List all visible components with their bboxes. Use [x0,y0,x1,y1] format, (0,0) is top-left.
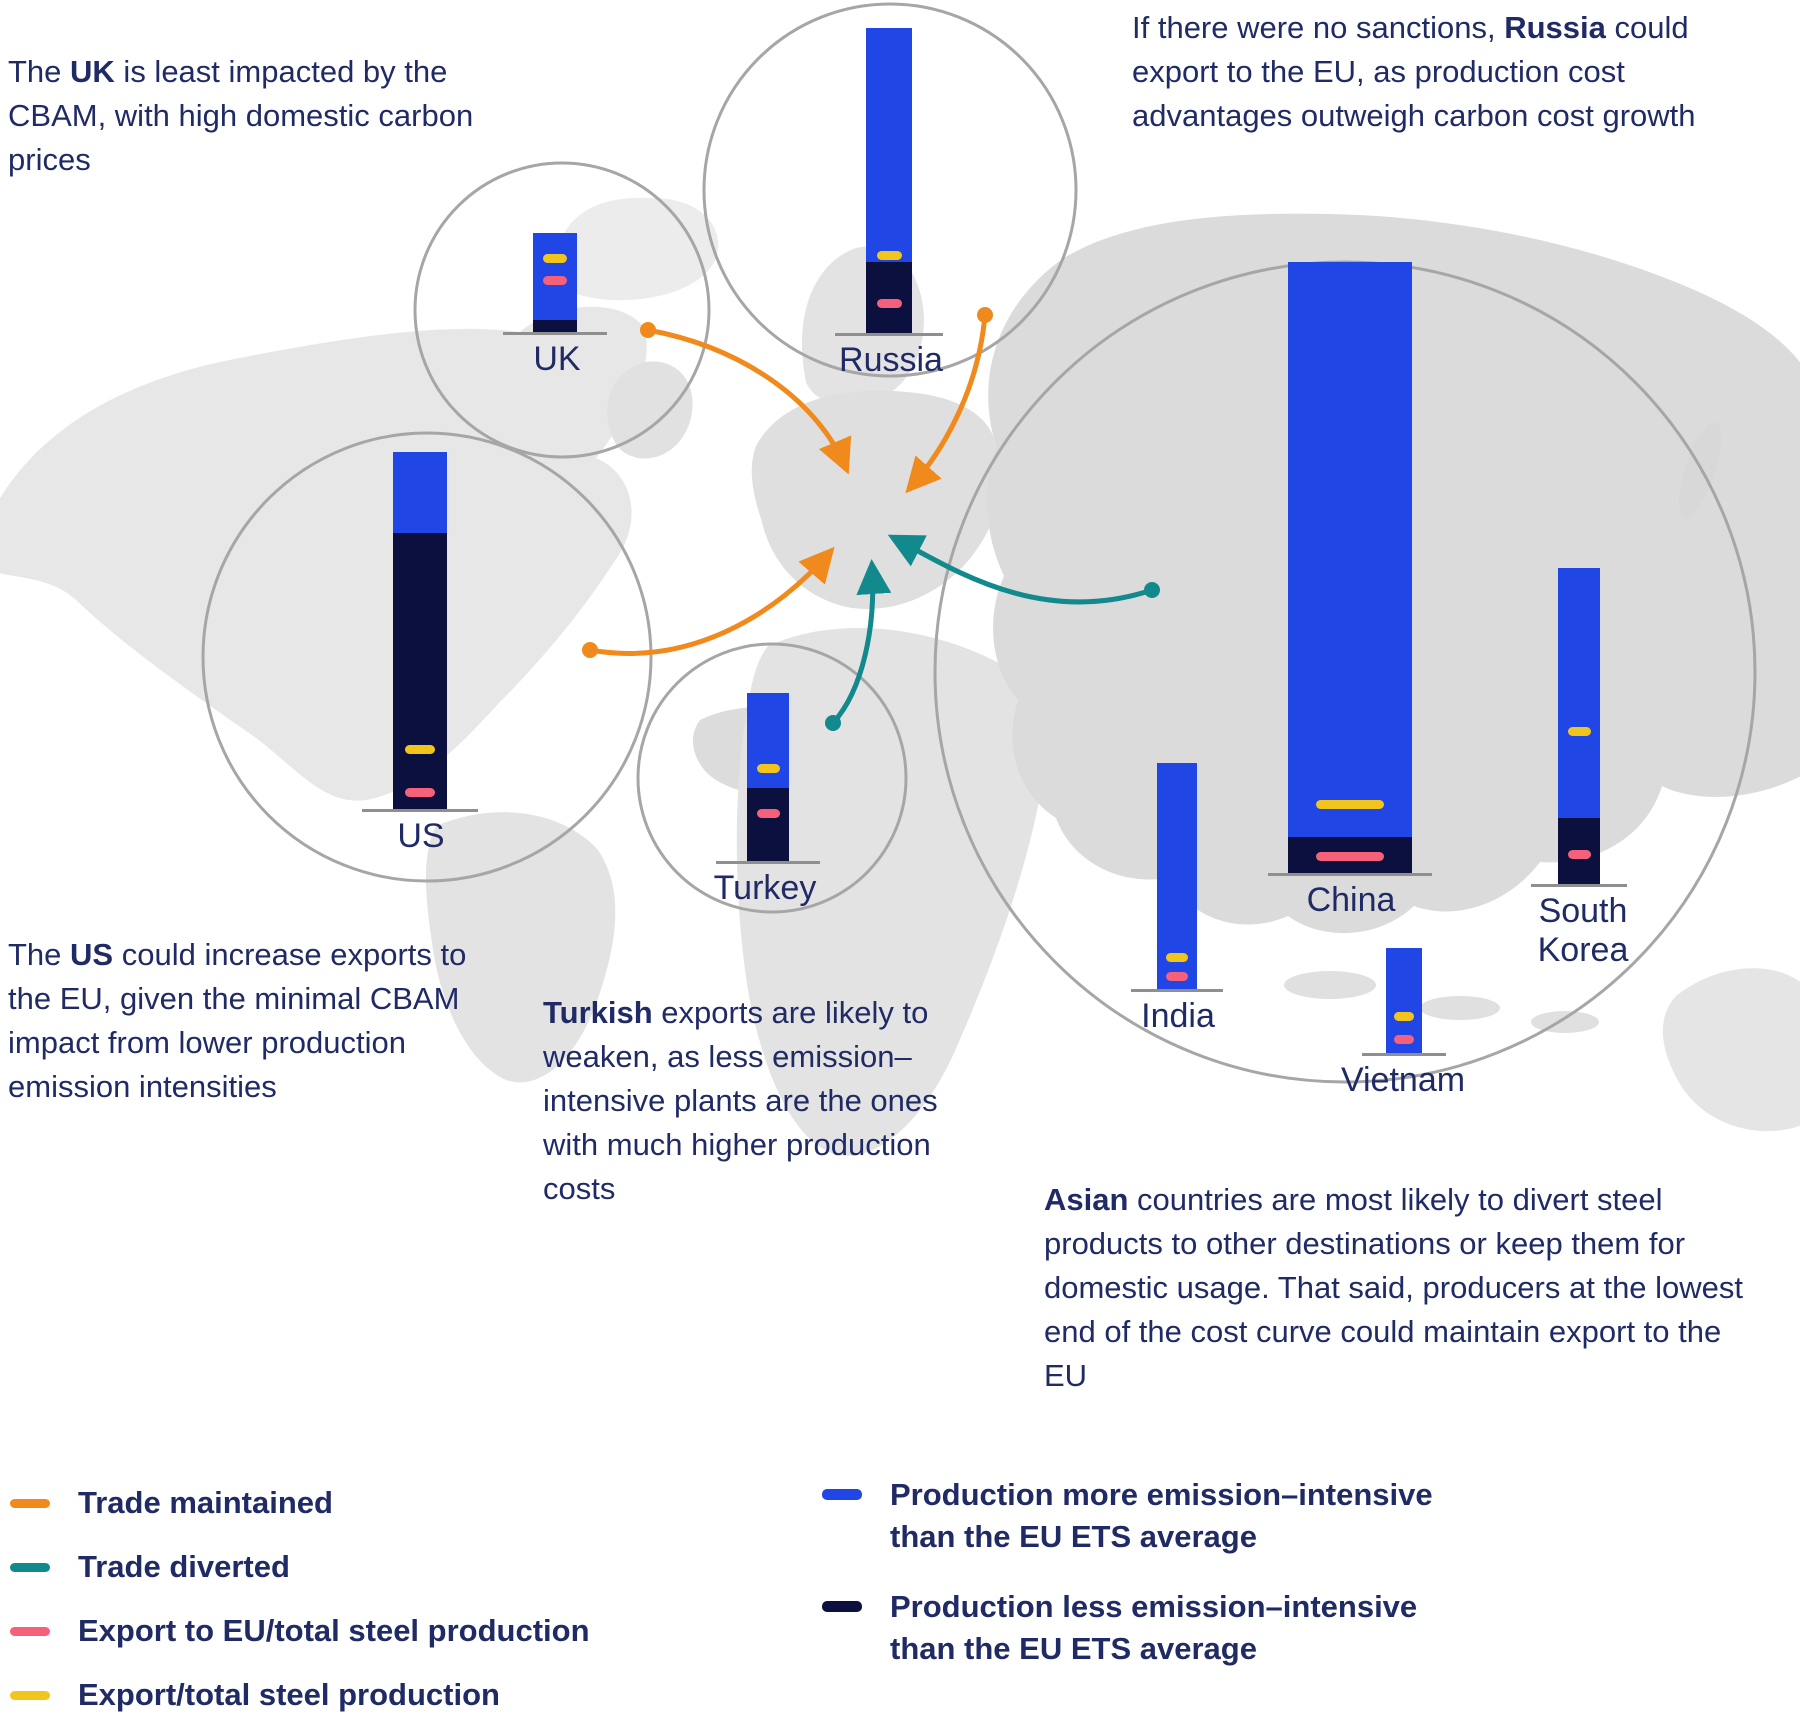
map-australia [1662,968,1800,1132]
annotation-asia: Asian countries are most likely to diver… [1044,1178,1754,1398]
map-island-1 [1284,971,1376,999]
legend-item-production-less-intensive: Production less emission–intensive than … [822,1586,1417,1670]
arrow-asia-diverted [887,534,1155,605]
annotation-uk-pre: The [8,54,71,89]
trade-arrows [582,307,1160,731]
legend-item-export-share: Export/total steel production [10,1674,500,1716]
map-island-3 [1531,1011,1599,1033]
annotation-turkey: Turkish exports are likely to weaken, as… [543,991,973,1211]
annotation-asia-post: countries are most likely to divert stee… [1044,1182,1744,1393]
annotation-russia-post: could export to the EU, as production co… [1132,10,1696,133]
production-more-intensive-label: Production more emission–intensive than … [890,1474,1433,1558]
map-africa [736,627,1045,1156]
circle-uk [413,161,711,459]
circle-turkey [636,642,908,914]
annotation-us-bold: US [70,937,114,972]
production-less-intensive-swatch [822,1601,862,1612]
annotation-uk: The UK is least impacted by the CBAM, wi… [8,50,488,182]
annotation-us: The US could increase exports to the EU,… [8,933,478,1109]
annotation-uk-bold: UK [70,54,115,89]
arrow-russia-to-eu [905,312,988,494]
map-island-2 [1420,996,1500,1020]
map-north-america [0,306,647,801]
annotation-russia-bold: Russia [1504,10,1606,45]
map-south-america [425,812,616,1083]
annotation-turkey-bold: Turkish [543,995,653,1030]
annotation-turkey-post: exports are likely to weaken, as less em… [543,995,938,1206]
production-more-intensive-line2: than the EU ETS average [890,1519,1257,1554]
legend-item-trade-maintained: Trade maintained [10,1482,333,1524]
map-british-isles [607,361,693,459]
export-share-swatch [10,1690,50,1700]
map-asia [986,213,1800,934]
production-more-intensive-line1: Production more emission–intensive [890,1477,1433,1512]
annotation-uk-post: is least impacted by the CBAM, with high… [8,54,474,177]
trade-diverted-label: Trade diverted [78,1549,290,1584]
circle-us [201,431,653,883]
trade-diverted-swatch [10,1562,50,1572]
legend-item-production-more-intensive: Production more emission–intensive than … [822,1474,1433,1558]
arrow-turkey-diverted [830,559,892,726]
annotation-us-pre: The [8,937,71,972]
map-greenland [555,197,719,301]
export-share-label: Export/total steel production [78,1677,500,1712]
arrow-us-to-eu [587,546,835,656]
annotation-us-post: could increase exports to the EU, given … [8,937,467,1104]
legend-item-trade-diverted: Trade diverted [10,1546,290,1588]
production-less-intensive-line2: than the EU ETS average [890,1631,1257,1666]
production-less-intensive-line1: Production less emission–intensive [890,1589,1418,1624]
production-less-intensive-label: Production less emission–intensive than … [890,1586,1417,1670]
annotation-russia: If there were no sanctions, Russia could… [1132,6,1732,138]
production-more-intensive-swatch [822,1489,862,1500]
trade-maintained-swatch [10,1498,50,1508]
export-to-eu-share-swatch [10,1626,50,1636]
annotation-russia-pre: If there were no sanctions, [1132,10,1505,45]
map-scandinavia [801,246,924,405]
legend-item-export-to-eu-share: Export to EU/total steel production [10,1610,590,1652]
circle-russia [702,2,1078,378]
trade-maintained-label: Trade maintained [78,1485,333,1520]
map-japan [1678,422,1722,518]
arrow-uk-to-eu [645,327,852,475]
annotation-asia-bold: Asian [1044,1182,1129,1217]
export-to-eu-share-label: Export to EU/total steel production [78,1613,590,1648]
